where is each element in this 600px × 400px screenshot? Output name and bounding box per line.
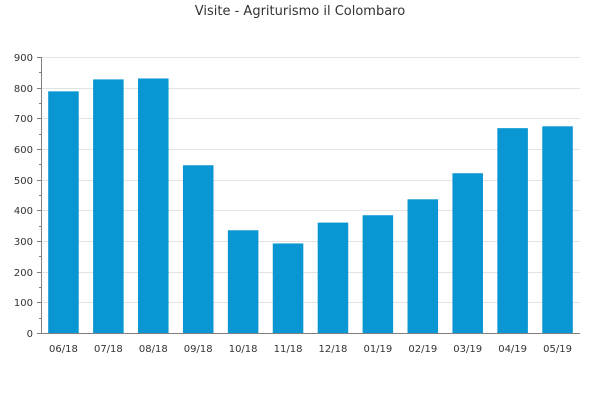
bar-03-19 <box>452 173 483 333</box>
y-tick-label: 500 <box>14 176 33 187</box>
y-tick-label: 800 <box>14 84 33 95</box>
y-tick-label: 900 <box>14 53 33 64</box>
y-tick-label: 0 <box>27 329 33 340</box>
bar-06-18 <box>48 91 79 333</box>
y-tick-label: 400 <box>14 206 33 217</box>
axes <box>37 57 580 334</box>
x-tick-label: 10/18 <box>229 344 258 355</box>
x-tick-label: 12/18 <box>319 344 348 355</box>
bar-09-18 <box>182 165 214 333</box>
x-tick-label: 01/19 <box>363 344 392 355</box>
x-tick-label: 07/18 <box>94 344 123 355</box>
grid-lines <box>41 57 580 303</box>
bar-11-18 <box>272 243 304 333</box>
bar-02-19 <box>407 199 439 333</box>
bar-12-18 <box>317 222 349 333</box>
bar-08-18 <box>138 78 169 333</box>
x-tick-label: 06/18 <box>49 344 78 355</box>
x-tick-label: 11/18 <box>274 344 303 355</box>
bar-01-19 <box>362 215 394 333</box>
y-tick-label: 700 <box>14 114 33 125</box>
bar-05-19 <box>542 126 573 333</box>
bar-07-18 <box>93 79 124 333</box>
y-tick-label: 300 <box>14 237 33 248</box>
y-tick-labels: 0 100 200 300 400 500 600 700 800 900 <box>14 53 33 340</box>
x-tick-label: 09/18 <box>184 344 213 355</box>
x-tick-label: 08/18 <box>139 344 168 355</box>
x-tick-label: 02/19 <box>408 344 437 355</box>
y-tick-label: 600 <box>14 145 33 156</box>
x-tick-label: 05/19 <box>543 344 572 355</box>
x-tick-labels: 06/18 07/18 08/18 09/18 10/18 11/18 12/18 01/19… <box>49 344 572 355</box>
y-tick-label: 100 <box>14 298 33 309</box>
x-tick-label: 03/19 <box>453 344 482 355</box>
y-tick-label: 200 <box>14 268 33 279</box>
chart-title: Visite - Agriturismo il Colombaro <box>194 4 406 19</box>
bar-10-18 <box>227 230 259 333</box>
bars <box>48 78 573 333</box>
x-tick-label: 04/19 <box>498 344 527 355</box>
bar-04-19 <box>497 128 528 333</box>
